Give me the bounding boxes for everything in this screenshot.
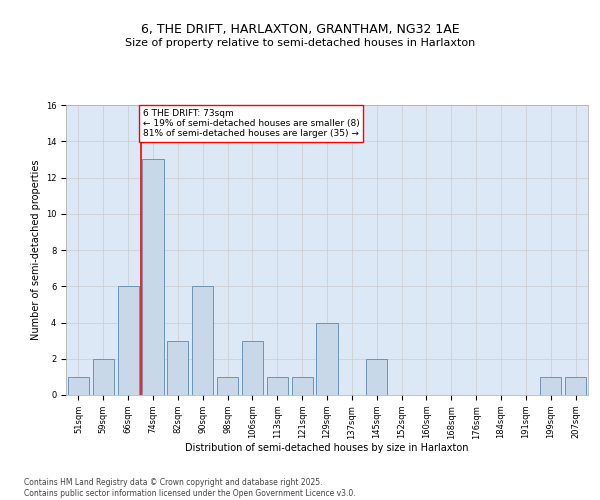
Bar bbox=[267, 377, 288, 395]
Bar bbox=[565, 377, 586, 395]
Text: Contains HM Land Registry data © Crown copyright and database right 2025.
Contai: Contains HM Land Registry data © Crown c… bbox=[24, 478, 356, 498]
Text: 6 THE DRIFT: 73sqm
← 19% of semi-detached houses are smaller (8)
81% of semi-det: 6 THE DRIFT: 73sqm ← 19% of semi-detache… bbox=[143, 108, 360, 138]
Bar bbox=[316, 322, 338, 395]
Bar bbox=[217, 377, 238, 395]
Bar bbox=[292, 377, 313, 395]
Text: Size of property relative to semi-detached houses in Harlaxton: Size of property relative to semi-detach… bbox=[125, 38, 475, 48]
X-axis label: Distribution of semi-detached houses by size in Harlaxton: Distribution of semi-detached houses by … bbox=[185, 443, 469, 453]
Y-axis label: Number of semi-detached properties: Number of semi-detached properties bbox=[31, 160, 41, 340]
Bar bbox=[366, 359, 387, 395]
Text: 6, THE DRIFT, HARLAXTON, GRANTHAM, NG32 1AE: 6, THE DRIFT, HARLAXTON, GRANTHAM, NG32 … bbox=[140, 22, 460, 36]
Bar bbox=[142, 160, 164, 395]
Bar bbox=[93, 359, 114, 395]
Bar bbox=[540, 377, 561, 395]
Bar bbox=[167, 340, 188, 395]
Bar bbox=[242, 340, 263, 395]
Bar bbox=[192, 286, 213, 395]
Bar bbox=[118, 286, 139, 395]
Bar bbox=[68, 377, 89, 395]
